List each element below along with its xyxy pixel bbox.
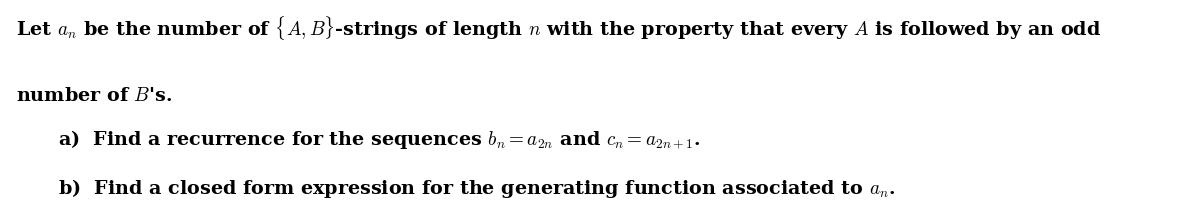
Text: Let $a_n$ be the number of $\{A, B\}$-strings of length $n$ with the property th: Let $a_n$ be the number of $\{A, B\}$-st… [16,14,1100,42]
Text: number of $B$'s.: number of $B$'s. [16,87,172,105]
Text: a)  Find a recurrence for the sequences $b_n = a_{2n}$ and $c_n = a_{2n+1}$.: a) Find a recurrence for the sequences $… [58,129,700,151]
Text: b)  Find a closed form expression for the generating function associated to $a_n: b) Find a closed form expression for the… [58,177,895,201]
